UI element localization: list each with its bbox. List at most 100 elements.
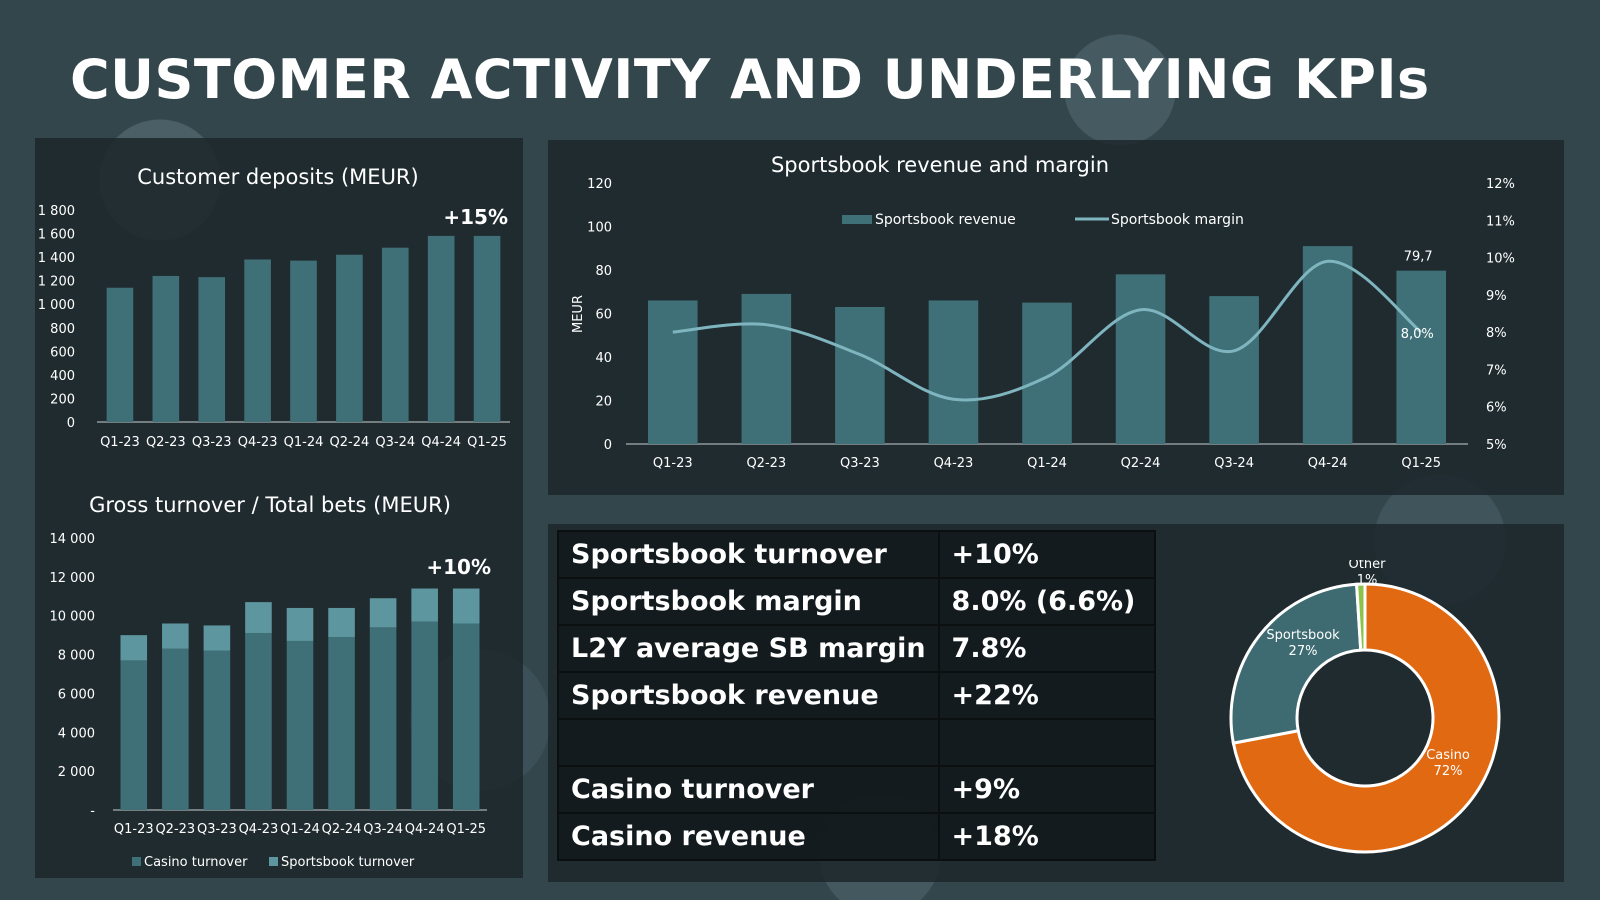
y-tick-label: 20	[595, 395, 612, 410]
x-tick-label: Q4-24	[1308, 456, 1348, 471]
deposit-bar	[152, 275, 180, 422]
kpi-row: Sportsbook margin 8.0% (6.6%)	[557, 577, 1156, 626]
sportsbook-revenue-bar	[1396, 270, 1447, 444]
kpi-row: Sportsbook turnover +10%	[557, 530, 1156, 579]
y2-tick-label: 5%	[1486, 438, 1507, 453]
casino-turnover-bar	[245, 633, 272, 810]
x-tick-label: Q1-23	[114, 822, 154, 837]
y2-tick-label: 11%	[1486, 214, 1515, 229]
y-tick-label: 2 000	[58, 765, 95, 780]
x-tick-label: Q2-23	[146, 435, 186, 450]
sportsbook-revenue-bar	[741, 293, 792, 444]
sportsbook-turnover-bar	[120, 635, 148, 661]
legend-swatch	[132, 857, 141, 866]
y-tick-label: 400	[50, 369, 75, 384]
deposit-bar	[381, 247, 409, 422]
casino-turnover-bar	[411, 621, 438, 810]
deposit-bar	[336, 254, 363, 422]
sportsbook-margin-line	[672, 259, 1423, 402]
y2-tick-label: 10%	[1486, 252, 1515, 267]
kpi-value	[937, 718, 1156, 767]
sportsbook-revenue-bar	[835, 306, 885, 444]
y-tick-label: 4 000	[58, 726, 95, 741]
kpi-label: L2Y average SB margin	[557, 624, 940, 673]
y-tick-label: 1 400	[38, 251, 75, 266]
x-tick-label: Q1-25	[1401, 456, 1441, 471]
sportsbook-revenue-bar	[1302, 246, 1353, 444]
growth-annotation: +10%	[426, 555, 491, 579]
legend-swatch	[842, 215, 872, 224]
y-tick-label: 0	[67, 416, 75, 431]
y2-tick-label: 12%	[1486, 177, 1515, 192]
x-tick-label: Q1-23	[100, 435, 140, 450]
x-tick-label: Q1-24	[1027, 456, 1067, 471]
kpi-table: Sportsbook turnover +10% Sportsbook marg…	[557, 530, 1156, 861]
y-tick-label: 10 000	[50, 610, 96, 625]
y-tick-label: 40	[595, 351, 612, 366]
sportsbook-turnover-bar	[286, 607, 314, 641]
sportsbook-turnover-bar	[369, 598, 397, 628]
y-tick-label: 600	[50, 345, 75, 360]
x-tick-label: Q3-23	[840, 456, 880, 471]
kpi-row: Casino turnover +9%	[557, 765, 1156, 814]
x-tick-label: Q3-23	[192, 435, 232, 450]
casino-turnover-bar	[120, 660, 148, 810]
deposit-bar	[290, 260, 317, 422]
y-tick-label: 200	[50, 392, 75, 407]
kpi-label: Casino turnover	[557, 765, 940, 814]
y-tick-label: 1 800	[38, 204, 75, 219]
y-tick-label: 100	[587, 221, 612, 236]
y-tick-label: -	[90, 804, 95, 819]
kpi-row: Casino revenue +18%	[557, 812, 1156, 861]
y-tick-label: 12 000	[50, 571, 96, 586]
legend-label: Sportsbook margin	[1111, 212, 1244, 228]
sportsbook-revenue-bar	[1022, 302, 1072, 444]
kpi-value: 8.0% (6.6%)	[937, 577, 1156, 626]
y-tick-label: 120	[587, 177, 612, 192]
legend-swatch	[269, 857, 278, 866]
x-tick-label: Q4-24	[405, 822, 445, 837]
y-tick-label: 1 600	[38, 228, 75, 243]
casino-turnover-bar	[286, 640, 314, 810]
kpi-label: Sportsbook revenue	[557, 671, 940, 720]
y-axis-label: MEUR	[571, 295, 586, 333]
y-tick-label: 14 000	[50, 532, 96, 547]
y-tick-label: 0	[604, 438, 612, 453]
sportsbook-turnover-bar	[162, 623, 189, 649]
x-tick-label: Q3-24	[1214, 456, 1254, 471]
x-tick-label: Q1-23	[653, 456, 693, 471]
deposit-bar	[106, 287, 134, 422]
casino-turnover-bar	[328, 637, 355, 810]
x-tick-label: Q3-24	[375, 435, 415, 450]
casino-turnover-bar	[452, 623, 480, 810]
sportsbook-revenue-bar	[928, 300, 979, 444]
x-tick-label: Q2-24	[1121, 456, 1161, 471]
kpi-row	[557, 718, 1156, 767]
kpi-value: +10%	[937, 530, 1156, 579]
donut-slice-other	[1354, 582, 1367, 652]
x-tick-label: Q2-23	[155, 822, 195, 837]
y-tick-label: 80	[595, 264, 612, 279]
y2-tick-label: 8%	[1486, 326, 1507, 341]
sportsbook-turnover-bar	[328, 607, 355, 638]
sportsbook-turnover-bar	[203, 625, 231, 651]
slice-value-label: 1%	[1357, 573, 1378, 588]
growth-annotation: +15%	[443, 205, 508, 229]
x-tick-label: Q2-24	[322, 822, 362, 837]
y-tick-label: 1 000	[38, 298, 75, 313]
x-tick-label: Q2-24	[330, 435, 370, 450]
sportsbook-turnover-bar	[245, 602, 272, 634]
sportsbook-revenue-bar	[1115, 274, 1166, 444]
legend-label: Casino turnover	[144, 855, 248, 870]
legend-label: Sportsbook turnover	[281, 855, 415, 870]
x-tick-label: Q3-24	[363, 822, 403, 837]
sportsbook-revenue-bar	[1209, 296, 1259, 444]
y2-tick-label: 6%	[1486, 401, 1507, 416]
slice-value-label: 27%	[1289, 644, 1318, 659]
kpi-value: 7.8%	[937, 624, 1156, 673]
x-tick-label: Q4-24	[421, 435, 461, 450]
chart-title: Gross turnover / Total bets (MEUR)	[89, 493, 451, 517]
x-tick-label: Q4-23	[238, 435, 278, 450]
kpi-label	[557, 718, 940, 767]
deposit-bar	[473, 235, 501, 422]
